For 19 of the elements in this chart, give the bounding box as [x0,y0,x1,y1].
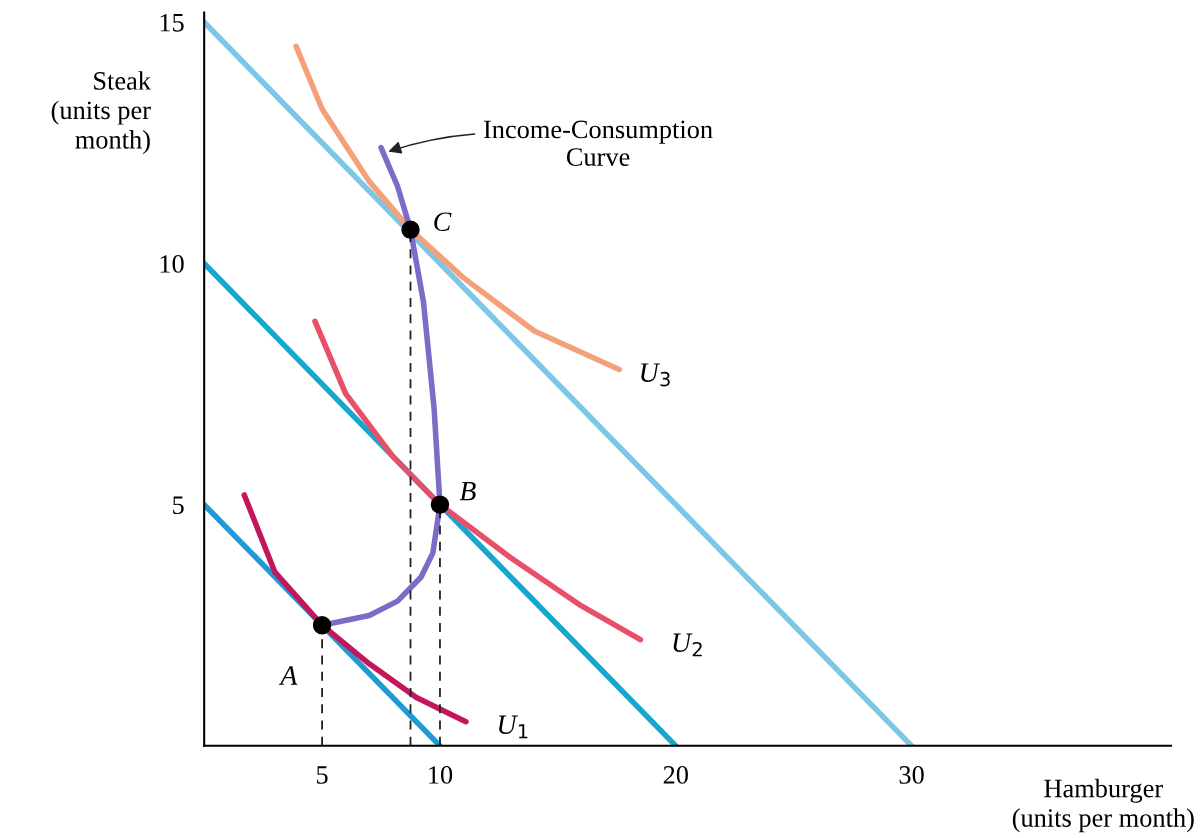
annotation: A [278,666,298,685]
annotation: U$_{3}$ [641,363,670,387]
x-tick-label: 5 [317,766,328,784]
point [312,616,332,635]
x-tick-label: 10 [429,766,453,784]
y-tick-label: 5 [173,496,184,515]
y-axis-title: Steak (units per month) [51,71,151,155]
point [430,495,450,514]
annotation: Income-Consumption Curve [483,120,713,166]
x-tick-label: 30 [899,766,924,784]
annotation: B [459,482,476,501]
y-tick-label: 10 [160,255,184,273]
x-tick-label: 20 [663,766,688,784]
annotation: U$_{1}$ [499,715,528,739]
x-axis-title: Hamburger (units per month) [1012,778,1194,833]
annotation: C [434,212,452,232]
y-tick-label: 15 [160,13,184,32]
annotation: U$_{2}$ [673,633,702,657]
point [401,220,420,239]
